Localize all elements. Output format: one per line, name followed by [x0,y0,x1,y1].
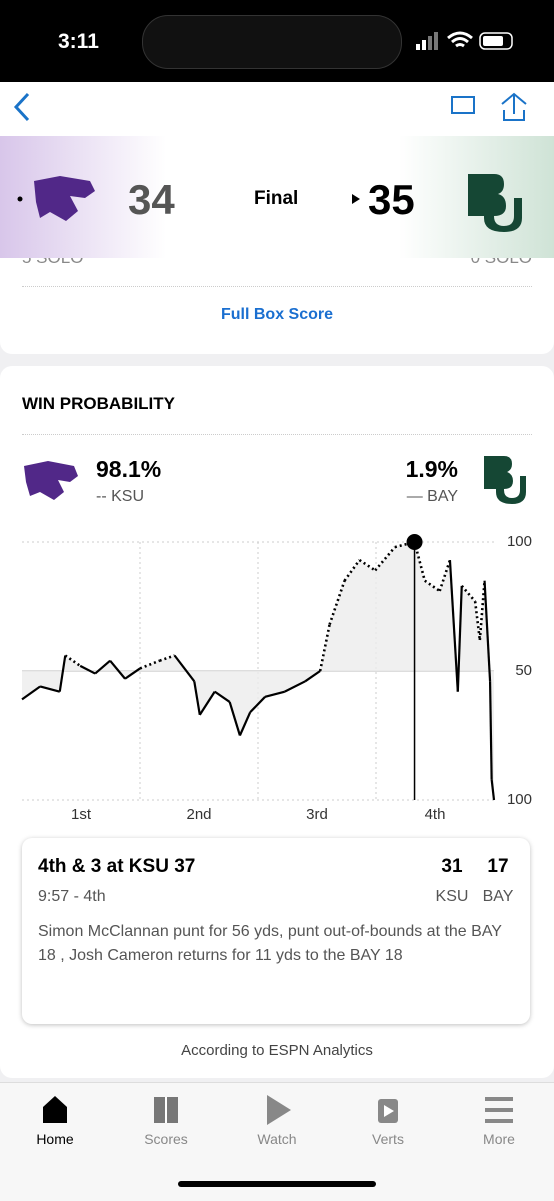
home-legend: — BAY [406,488,458,505]
probability-segment [358,558,376,572]
away-legend: -- KSU [96,488,144,505]
y-tick-label: 100 [507,533,532,550]
x-tick-label: 4th [425,806,446,823]
probability-segment [448,559,459,692]
x-tick-label: 3rd [306,806,328,823]
probability-segment [490,779,496,801]
probability-segment [64,654,81,667]
tab-label[interactable]: Scores [144,1131,188,1147]
probability-segment [374,546,396,572]
probability-segment [343,559,361,582]
win-probability-chart: 100 50 100 1st 2nd 3rd 4th [21,456,532,823]
play-text: Simon McClannan punt for 56 yds, punt ou… [38,923,502,964]
tab-icon[interactable] [39,1093,71,1127]
away-pct: 98.1% [96,456,162,482]
probability-segment [488,681,493,780]
probability-segment [424,579,441,593]
nav-icons [13,92,527,122]
tab-label[interactable]: Watch [257,1131,297,1147]
probability-segment [483,580,492,682]
icon [485,1097,513,1123]
clock: 3:11 [58,30,99,53]
probability-segment [173,654,196,682]
divider [22,434,532,435]
dynamic-island [142,15,402,69]
y-tick-label: 100 [507,791,532,808]
game-status: Final [254,188,299,209]
probability-segment [139,659,161,670]
away-abbr: KSU [435,888,469,905]
nav-bar [0,82,554,136]
tab-icon[interactable] [150,1093,182,1127]
cast-button[interactable] [451,96,475,114]
probability-segment [109,659,126,680]
probability-segment [284,680,306,693]
probability-segment [460,585,477,603]
probability-segment [238,711,252,736]
probability-segment [21,685,41,701]
logos [24,456,526,504]
full-box-score-link[interactable]: Full Box Score [220,306,334,323]
probability-segment [214,690,231,703]
box-score-card: 5 SOLO 0 SOLO Full Box Score [0,258,554,354]
icon [43,1096,67,1123]
stat-cut: 5 SOLO [22,258,83,268]
selected-play-dot [406,534,423,550]
stat-cut: 0 SOLO [471,258,532,268]
probability-segment [193,681,201,716]
icon [154,1097,178,1123]
home-pct: 1.9% [405,456,458,482]
play-card: 4th & 3 at KSU 37 9:57 - 4th 31 KSU 17 B… [22,838,530,1024]
away-score: 31 [441,856,463,877]
tab-label[interactable]: Home [36,1131,74,1147]
tab-icon[interactable] [261,1093,293,1127]
scoreboard: 34 Final 35 [0,136,554,258]
play-time: 9:57 - 4th [38,888,106,905]
home-score: 17 [487,856,509,877]
probability-segment [228,701,241,736]
probability-segment [304,670,321,683]
divider [22,286,532,287]
probability-segment [438,559,452,592]
icon [267,1095,291,1125]
section-title: WIN PROBABILITY [22,394,175,413]
probability-segment [39,685,61,693]
tab-label[interactable]: Verts [372,1131,404,1147]
x-tick-label: 1st [71,806,92,823]
play-down: 4th & 3 at KSU 37 [38,856,196,877]
probability-segment [473,601,482,641]
tab-bar: Home Scores Watch Verts More [0,1082,554,1201]
x-tick-label: 2nd [186,806,211,823]
probability-segment [124,667,141,680]
win-probability-card: WIN PROBABILITY 98.1% -- KSU 1.9% — BAY … [0,366,554,1078]
source: According to ESPN Analytics [181,1042,373,1059]
icon [378,1099,398,1123]
probability-segment [94,659,111,675]
home-score: 35 [368,176,415,223]
home-indicator [178,1181,376,1187]
probability-segment [249,696,266,714]
home-abbr: BAY [482,888,514,905]
probability-segment [79,664,96,675]
tab-icon[interactable] [483,1093,515,1127]
probability-segment [264,690,286,698]
away-score: 34 [128,176,175,223]
probability-segment [58,655,67,692]
probability-segment [198,691,216,716]
y-tick-label: 50 [515,662,532,679]
status-bar: 3:11 [0,0,554,82]
probability-segment [456,585,463,692]
tab-icon[interactable] [372,1093,404,1127]
status-icons [416,31,513,50]
back-button[interactable] [13,92,30,122]
tab-label[interactable]: More [483,1131,515,1147]
team-logos [17,174,522,232]
probability-area [22,542,494,800]
share-button[interactable] [501,92,527,121]
